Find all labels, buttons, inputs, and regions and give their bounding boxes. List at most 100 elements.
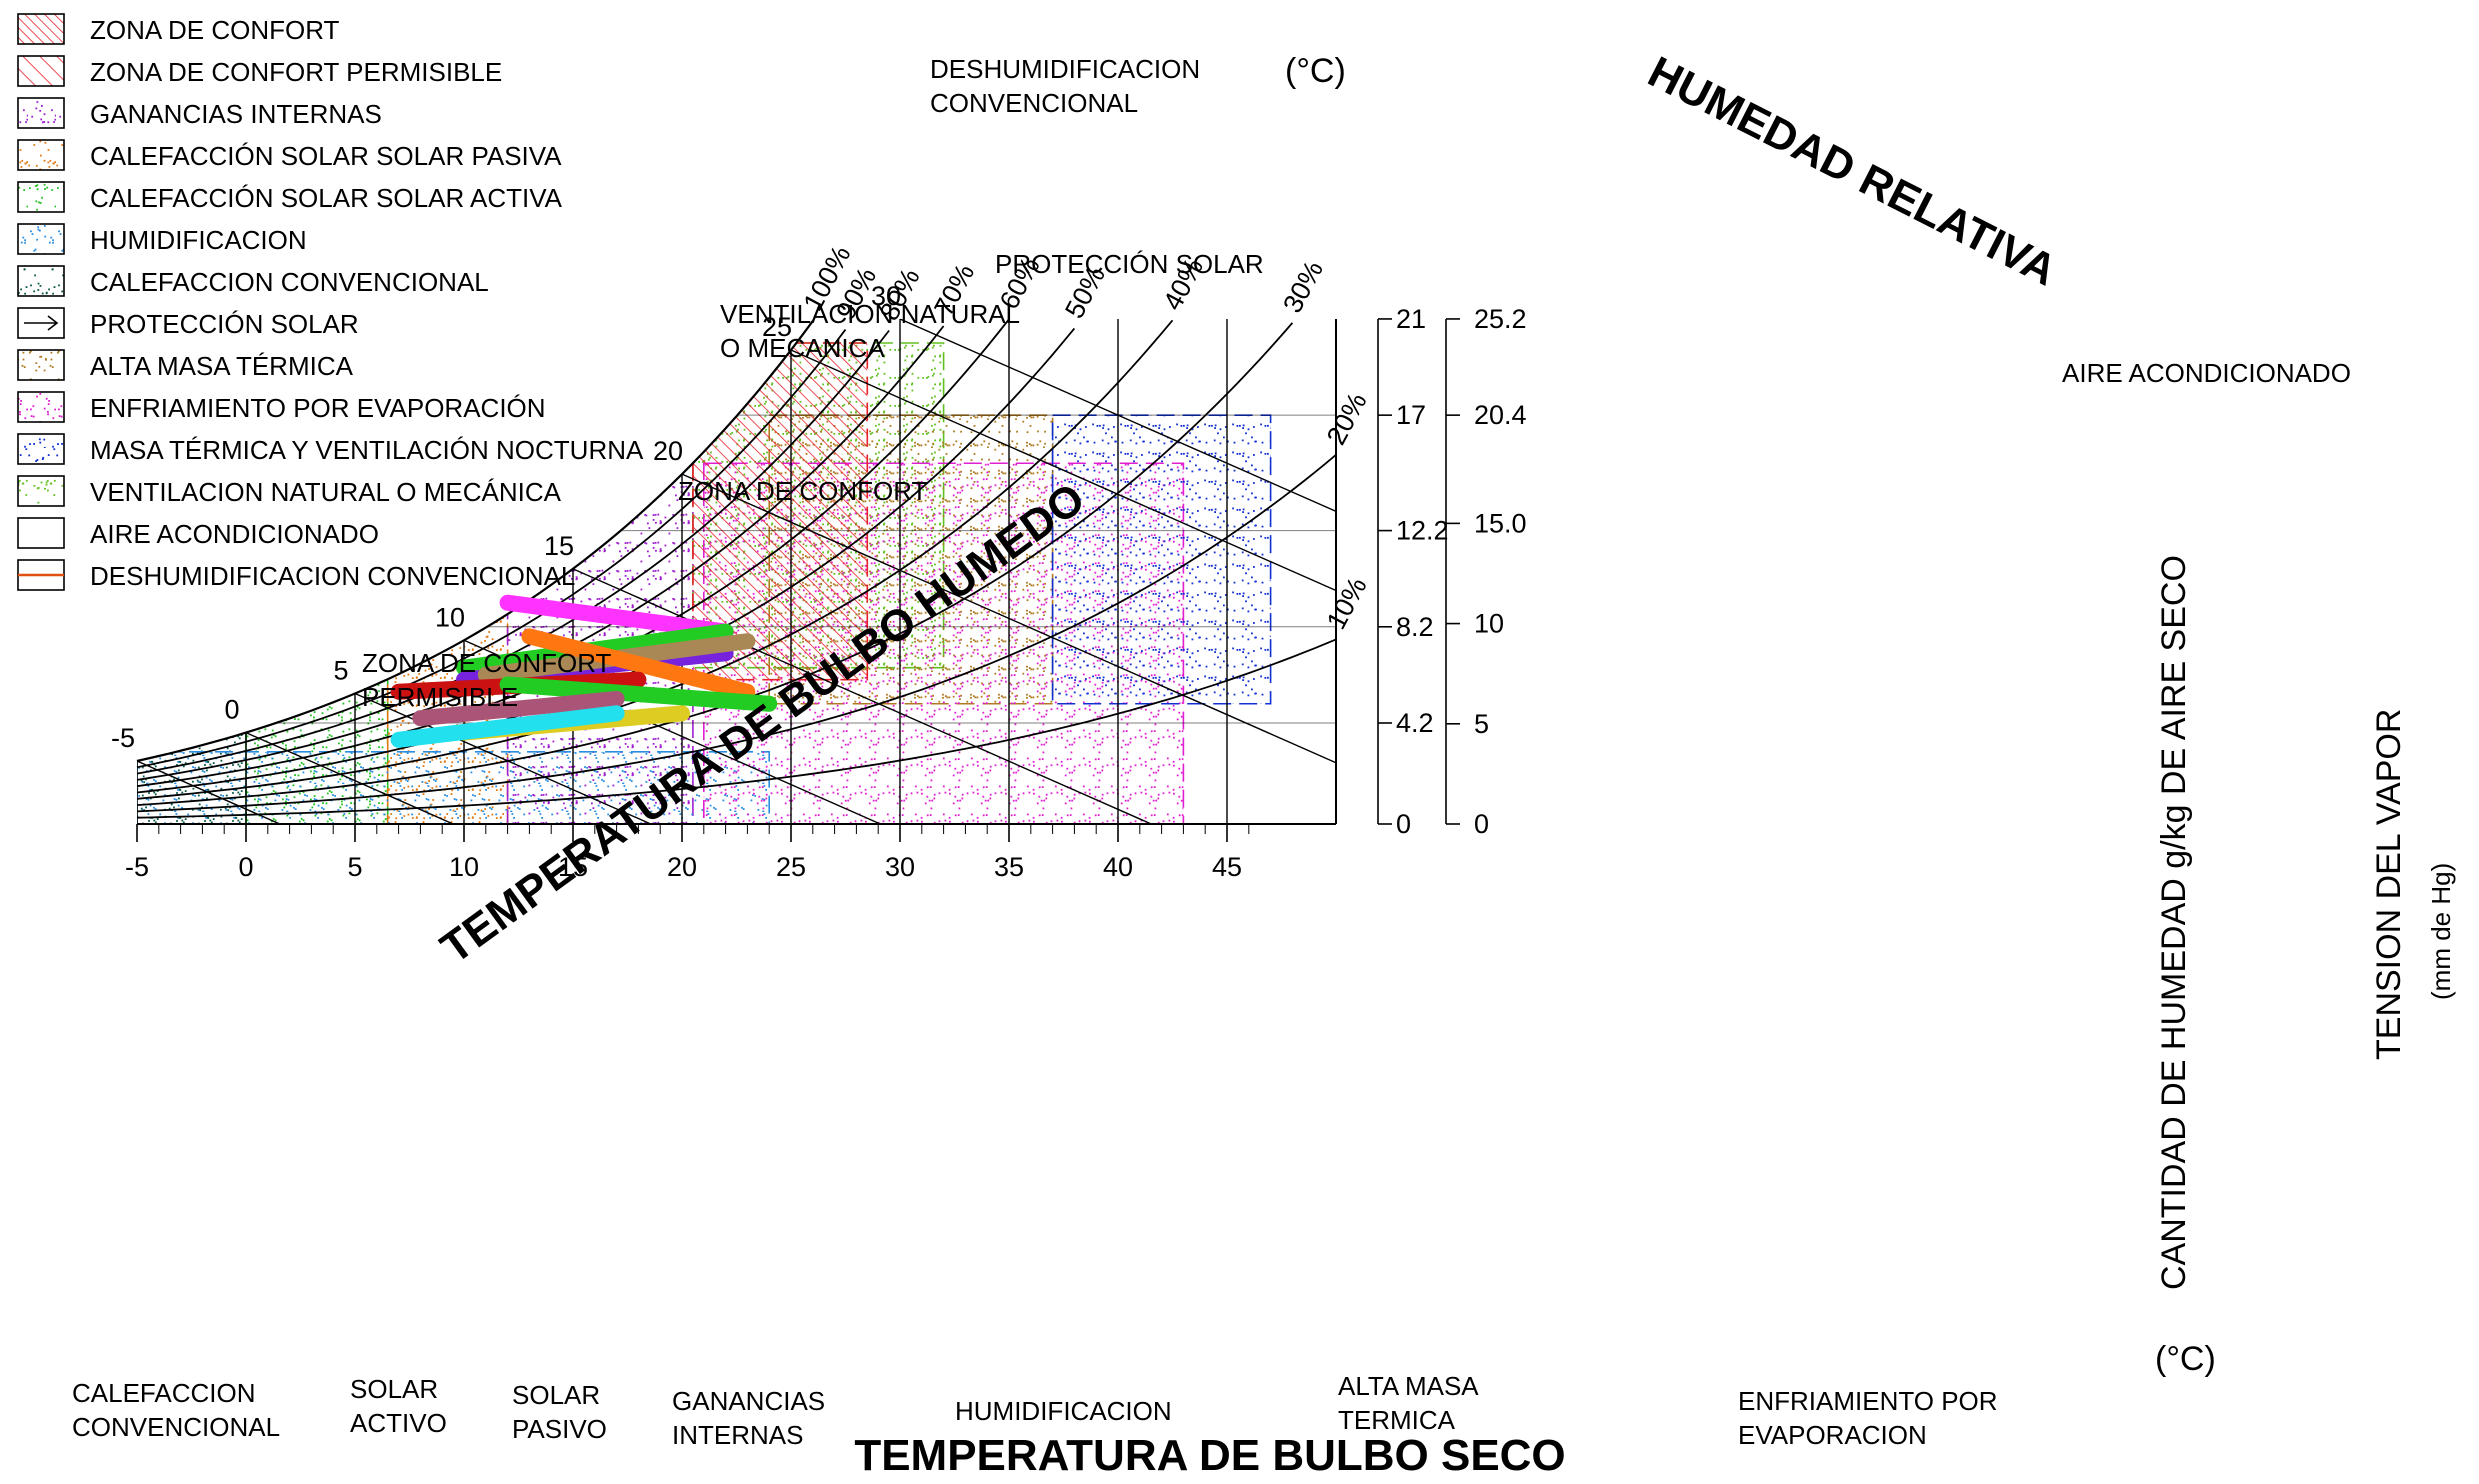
legend-swatch [17,391,65,423]
unit-bottom: (°C) [2155,1340,2216,1378]
rh-curve-90 [136,329,847,769]
zone-masa-ventilacion [1051,414,1272,705]
legend-item: AIRE ACONDICIONADO [17,517,379,549]
legend-item: ZONA DE CONFORT PERMISIBLE [17,55,502,87]
wetbulb-tick-label: -5 [111,723,135,753]
legend-label: ZONA DE CONFORT [90,15,340,45]
monthly-line-7 [499,676,778,712]
legend-label: ALTA MASA TÉRMICA [90,351,354,381]
annotation-calef-1: CALEFACCION [72,1378,256,1408]
annotation-solact-2: ACTIVO [350,1408,447,1438]
y1-tick-label: 17 [1396,400,1426,430]
y1-tick-label: 12.2 [1396,516,1449,546]
legend: ZONA DE CONFORT ZONA DE CONFORT PERMISIBL… [17,13,644,591]
x-tick-label: 0 [238,852,253,882]
annotation-aire: AIRE ACONDICIONADO [2062,358,2351,388]
monthly-line-1 [499,594,734,640]
legend-label: CALEFACCION CONVENCIONAL [90,267,489,297]
monthly-lines-layer [390,594,778,748]
annotation-gan-1: GANANCIAS [672,1386,825,1416]
legend-item: DESHUMIDIFICACION CONVENCIONAL [17,559,575,591]
annotation-evap-2: EVAPORACION [1738,1420,1927,1450]
annotation-gan-2: INTERNAS [672,1420,803,1450]
legend-label: GANANCIAS INTERNAS [90,99,382,129]
annotation-vent-2: O MECANICA [720,333,885,363]
x-tick-label: 15 [558,852,588,882]
x-tick-label: 5 [347,852,362,882]
legend-swatch [17,181,65,213]
legend-label: MASA TÉRMICA Y VENTILACIÓN NOCTURNA [90,435,644,465]
legend-item: CALEFACCION CONVENCIONAL [17,265,489,297]
legend-item: GANANCIAS INTERNAS [17,97,382,129]
y1-tick-label: 0 [1396,809,1411,839]
legend-label: PROTECCIÓN SOLAR [90,309,359,339]
y2-tick-label: 25.2 [1474,304,1527,334]
y2-axis-title-1: TENSION DEL VAPOR [2370,709,2408,1060]
y2-tick-label: 10 [1474,609,1504,639]
legend-item: HUMIDIFICACION [17,223,307,255]
legend-swatch [17,55,65,87]
legend-item: ALTA MASA TÉRMICA [17,349,354,381]
y1-tick-label: 8.2 [1396,612,1434,642]
annotation-deshum-2: CONVENCIONAL [930,88,1138,118]
legend-item: PROTECCIÓN SOLAR [17,307,359,339]
y1-axis-title: CANTIDAD DE HUMEDAD g/kg DE AIRE SECO [2155,555,2193,1290]
x-tick-label: 30 [885,852,915,882]
wetbulb-tick-label: 25 [762,312,792,342]
y1-tick-label: 4.2 [1396,708,1434,738]
y1-tick-label: 21 [1396,304,1426,334]
legend-swatch [17,433,65,465]
rh-title: HUMEDAD RELATIVA [1640,47,2064,295]
x-tick-label: 25 [776,852,806,882]
legend-item: CALEFACCIÓN SOLAR SOLAR PASIVA [17,139,562,171]
axes-layer: -5 0 5 10 15 20 25 30 35 40 45 -5 0 5 10 15 20 25 30 0 4.2 8.… [111,281,1527,882]
x-axis-title: TEMPERATURA DE BULBO SECO [854,1431,1565,1480]
rh-label-20: 20% [1321,388,1373,450]
wetbulb-tick-label: 5 [333,655,348,685]
wetbulb-tick-label: 10 [435,602,465,632]
rh-label-30: 30% [1277,256,1329,318]
x-tick-label: 35 [994,852,1024,882]
monthly-line-5 [521,628,756,700]
legend-item: ENFRIAMIENTO POR EVAPORACIÓN [17,391,546,423]
legend-item: VENTILACION NATURAL O MECÁNICA [17,475,562,507]
legend-item: CALEFACCIÓN SOLAR SOLAR ACTIVA [17,181,563,213]
annotations: DESHUMIDIFICACION CONVENCIONAL PROTECCIÓ… [72,54,2351,1450]
y2-tick-label: 5 [1474,709,1489,739]
y2-tick-label: 15.0 [1474,508,1527,538]
legend-swatch [17,517,65,549]
annotation-deshum-1: DESHUMIDIFICACION [930,54,1200,84]
wetbulb-tick-label: 15 [544,531,574,561]
legend-label: ENFRIAMIENTO POR EVAPORACIÓN [90,393,546,423]
legend-item: ZONA DE CONFORT [17,13,340,45]
annotation-solpas-2: PASIVO [512,1414,607,1444]
monthly-line-8 [412,690,625,727]
wetbulb-tick-label: 0 [224,695,239,725]
annotation-calef-2: CONVENCIONAL [72,1412,280,1442]
legend-label: HUMIDIFICACION [90,225,307,255]
y2-tick-label: 0 [1474,809,1489,839]
x-tick-label: -5 [125,852,149,882]
wetbulb-tick-label: 20 [653,436,683,466]
rh-curve-30 [136,322,1294,806]
annotation-proteccion: PROTECCIÓN SOLAR [995,249,1264,279]
annotation-evap-1: ENFRIAMIENTO POR [1738,1386,1998,1416]
annotation-vent-1: VENTILACION NATURAL [720,299,1020,329]
rh-curve-20 [136,454,1337,813]
legend-label: CALEFACCIÓN SOLAR SOLAR ACTIVA [90,183,563,213]
y2-axis-title-2: (mm de Hg) [2426,863,2456,1000]
annotation-humid: HUMIDIFICACION [955,1396,1172,1426]
x-tick-label: 45 [1212,852,1242,882]
legend-swatch [17,97,65,129]
rh-curve-100 [136,320,814,763]
annotation-confort: ZONA DE CONFORT [678,476,928,506]
x-tick-label: 10 [449,852,479,882]
monthly-line-10 [390,705,625,748]
x-tick-label: 40 [1103,852,1133,882]
annotation-masa-2: TERMICA [1338,1405,1456,1435]
x-tick-label: 20 [667,852,697,882]
legend-swatch [17,265,65,297]
legend-swatch [17,223,65,255]
rh-label-10: 10% [1321,572,1373,634]
